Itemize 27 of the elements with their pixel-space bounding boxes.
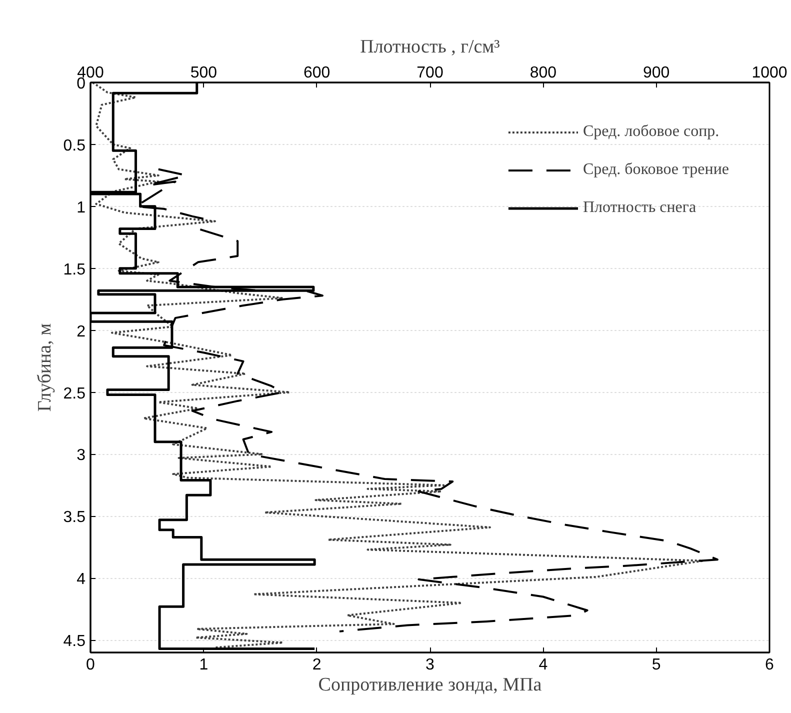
x2-tick-label: 700 xyxy=(416,64,444,82)
y-tick-label: 3.5 xyxy=(63,509,86,526)
y-tick-label: 1.5 xyxy=(63,261,86,278)
x-tick-label: 1 xyxy=(199,656,208,674)
x-tick-label: 4 xyxy=(538,656,548,674)
y-axis-title: Глубина, м xyxy=(34,323,56,412)
x-tick-label: 2 xyxy=(312,656,322,674)
y-tick-label: 4 xyxy=(76,571,86,588)
y-tick-label: 3 xyxy=(76,447,86,464)
y-tick-label: 4.5 xyxy=(63,633,86,650)
x2-axis-title: Плотность , г/см³ xyxy=(360,36,500,58)
x2-tick-label: 600 xyxy=(303,64,330,82)
legend-label: Сред. лобовое сопр. xyxy=(582,123,720,141)
y-tick-label: 2.5 xyxy=(63,385,86,402)
x-tick-label: 3 xyxy=(426,656,435,674)
legend-label: Плотность снега xyxy=(582,199,696,217)
x2-tick-label: 900 xyxy=(642,64,670,82)
x-tick-label: 5 xyxy=(652,656,661,674)
legend-label: Сред. боковое трение xyxy=(582,161,729,179)
y-tick-label: 2 xyxy=(76,323,86,340)
y-tick-label: 1 xyxy=(76,199,86,216)
x2-tick-label: 1000 xyxy=(752,64,788,82)
x2-tick-label: 800 xyxy=(530,64,557,82)
y-tick-label: 0.5 xyxy=(63,137,86,154)
x2-tick-label: 500 xyxy=(190,64,218,82)
x-axis-title: Сопротивление зонда, МПа xyxy=(318,674,542,696)
x-tick-label: 6 xyxy=(765,656,774,674)
